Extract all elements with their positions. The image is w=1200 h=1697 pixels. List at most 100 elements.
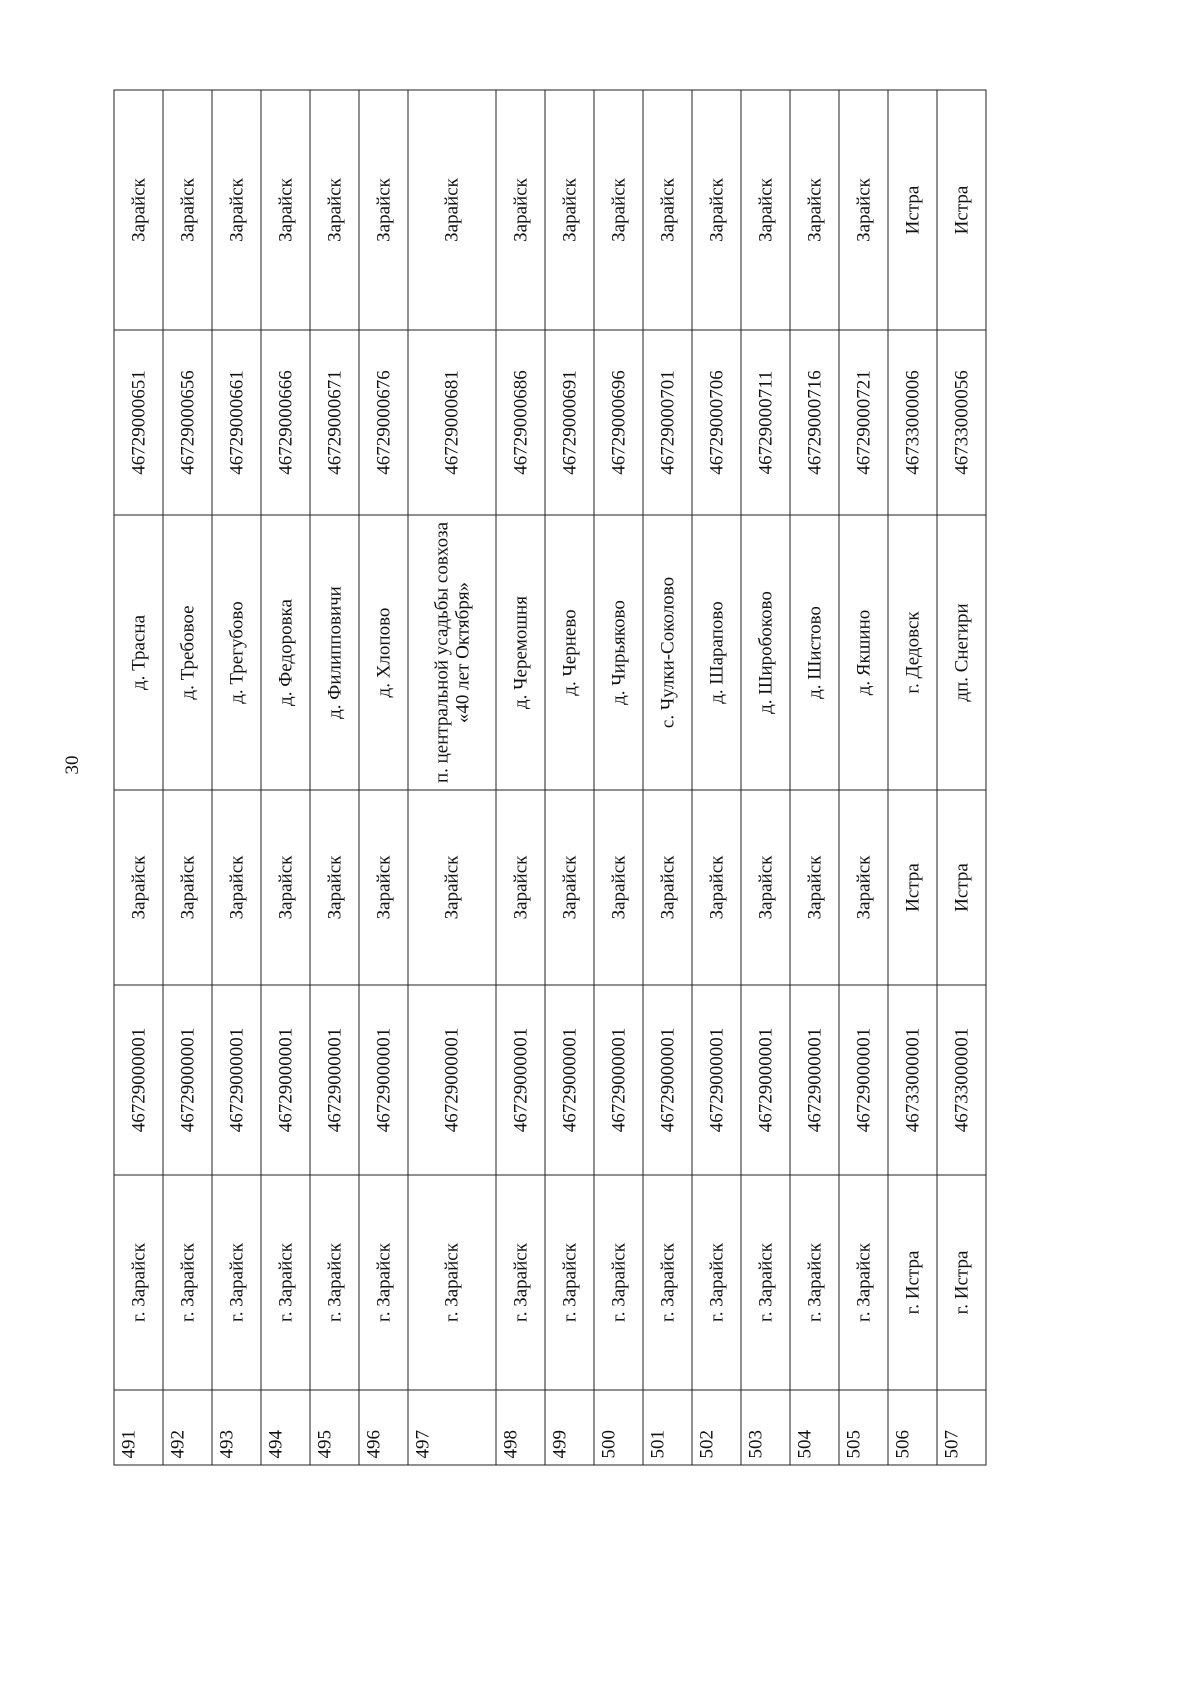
city-cell: г. Зарайск [260, 1174, 310, 1390]
table-row: 507 г. Истра 46733000001 Истра дп. Снегири 46… [936, 89, 986, 1465]
city-cell: г. Зарайск [113, 1174, 163, 1390]
city-district-cell: Зарайск [309, 789, 359, 985]
row-number-cell: 504 [789, 1389, 839, 1465]
city-district-cell: Зарайск [260, 789, 310, 985]
city-district-cell: Зарайск [740, 789, 790, 985]
city-district-cell: Зарайск [113, 789, 163, 985]
city-code-cell: 46729000001 [838, 984, 888, 1175]
table-row: 502 г. Зарайск 46729000001 Зарайск д. Шарапо… [691, 89, 741, 1465]
city-cell: г. Зарайск [838, 1174, 888, 1390]
settlement-code-cell: 46729000706 [691, 329, 741, 515]
settlement-code-cell: 46729000716 [789, 329, 839, 515]
row-number-cell: 499 [544, 1389, 594, 1465]
city-code-cell: 46733000001 [936, 984, 986, 1175]
city-cell: г. Истра [887, 1174, 937, 1390]
settlement-cell: д. Филипповичи [309, 514, 359, 790]
table-row: 497 г. Зарайск 46729000001 Зарайск п. центра… [407, 89, 496, 1465]
settlement-code-cell: 46729000691 [544, 329, 594, 515]
settlement-cell: д. Шистово [789, 514, 839, 790]
settlement-district-cell: Зарайск [593, 89, 643, 330]
settlement-code-cell: 46729000681 [407, 329, 496, 515]
settlement-code-cell: 46729000711 [740, 329, 790, 515]
settlement-district-cell: Зарайск [544, 89, 594, 330]
settlement-district-cell: Зарайск [407, 89, 496, 330]
city-code-cell: 46729000001 [211, 984, 261, 1175]
city-code-cell: 46729000001 [740, 984, 790, 1175]
city-code-cell: 46729000001 [691, 984, 741, 1175]
settlement-code-cell: 46729000686 [495, 329, 545, 515]
table-row: 494 г. Зарайск 46729000001 Зарайск д. Федоро… [260, 89, 310, 1465]
city-cell: г. Зарайск [642, 1174, 692, 1390]
table-row: 492 г. Зарайск 46729000001 Зарайск д. Требов… [162, 89, 212, 1465]
settlement-district-cell: Зарайск [113, 89, 163, 330]
table-row: 491 г. Зарайск 46729000001 Зарайск д. Трасна… [113, 89, 163, 1465]
settlement-cell: д. Чернево [544, 514, 594, 790]
row-number-cell: 493 [211, 1389, 261, 1465]
settlement-district-cell: Зарайск [789, 89, 839, 330]
city-cell: г. Зарайск [740, 1174, 790, 1390]
table-row: 499 г. Зарайск 46729000001 Зарайск д. Чернев… [544, 89, 594, 1465]
city-code-cell: 46729000001 [544, 984, 594, 1175]
settlement-district-cell: Зарайск [838, 89, 888, 330]
settlement-cell: д. Шарапово [691, 514, 741, 790]
row-number-cell: 502 [691, 1389, 741, 1465]
city-code-cell: 46729000001 [789, 984, 839, 1175]
city-code-cell: 46729000001 [309, 984, 359, 1175]
city-cell: г. Зарайск [309, 1174, 359, 1390]
city-district-cell: Зарайск [593, 789, 643, 985]
settlement-cell: д. Хлопово [358, 514, 408, 790]
row-number-cell: 500 [593, 1389, 643, 1465]
settlements-table: 491 г. Зарайск 46729000001 Зарайск д. Трасна… [113, 89, 986, 1465]
city-cell: г. Зарайск [211, 1174, 261, 1390]
city-district-cell: Истра [887, 789, 937, 985]
row-number-cell: 506 [887, 1389, 937, 1465]
settlement-district-cell: Зарайск [691, 89, 741, 330]
city-code-cell: 46729000001 [162, 984, 212, 1175]
city-cell: г. Зарайск [495, 1174, 545, 1390]
settlement-cell: д. Черемошня [495, 514, 545, 790]
city-cell: г. Зарайск [691, 1174, 741, 1390]
settlement-code-cell: 46729000721 [838, 329, 888, 515]
settlement-cell: д. Требовое [162, 514, 212, 790]
table-row: 505 г. Зарайск 46729000001 Зарайск д. Якшино… [838, 89, 888, 1465]
row-number-cell: 507 [936, 1389, 986, 1465]
city-code-cell: 46729000001 [113, 984, 163, 1175]
settlement-district-cell: Зарайск [358, 89, 408, 330]
settlement-cell: п. центральной усадьбы совхоза «40 лет О… [407, 514, 496, 790]
row-number-cell: 491 [113, 1389, 163, 1465]
settlement-district-cell: Зарайск [740, 89, 790, 330]
city-code-cell: 46729000001 [358, 984, 408, 1175]
city-cell: г. Истра [936, 1174, 986, 1390]
city-code-cell: 46729000001 [593, 984, 643, 1175]
table-row: 506 г. Истра 46733000001 Истра г. Дедовск 467… [887, 89, 937, 1465]
page-number: 30 [62, 755, 83, 775]
settlement-code-cell: 46733000006 [887, 329, 937, 515]
city-district-cell: Зарайск [358, 789, 408, 985]
city-district-cell: Зарайск [642, 789, 692, 985]
settlement-cell: г. Дедовск [887, 514, 937, 790]
city-cell: г. Зарайск [162, 1174, 212, 1390]
settlement-code-cell: 46733000056 [936, 329, 986, 515]
settlement-cell: д. Якшино [838, 514, 888, 790]
settlement-code-cell: 46729000666 [260, 329, 310, 515]
city-code-cell: 46729000001 [642, 984, 692, 1175]
city-cell: г. Зарайск [593, 1174, 643, 1390]
settlement-cell: дп. Снегири [936, 514, 986, 790]
settlement-cell: д. Трегубово [211, 514, 261, 790]
row-number-cell: 498 [495, 1389, 545, 1465]
city-district-cell: Зарайск [838, 789, 888, 985]
table-row: 503 г. Зарайск 46729000001 Зарайск д. Широбо… [740, 89, 790, 1465]
table-row: 498 г. Зарайск 46729000001 Зарайск д. Черемо… [495, 89, 545, 1465]
settlement-cell: с. Чулки-Соколово [642, 514, 692, 790]
settlement-code-cell: 46729000661 [211, 329, 261, 515]
city-district-cell: Зарайск [691, 789, 741, 985]
settlement-district-cell: Зарайск [162, 89, 212, 330]
table-row: 493 г. Зарайск 46729000001 Зарайск д. Трегуб… [211, 89, 261, 1465]
settlement-cell: д. Трасна [113, 514, 163, 790]
row-number-cell: 505 [838, 1389, 888, 1465]
settlement-district-cell: Истра [887, 89, 937, 330]
row-number-cell: 503 [740, 1389, 790, 1465]
row-number-cell: 497 [407, 1389, 496, 1465]
settlement-code-cell: 46729000671 [309, 329, 359, 515]
settlement-district-cell: Зарайск [495, 89, 545, 330]
